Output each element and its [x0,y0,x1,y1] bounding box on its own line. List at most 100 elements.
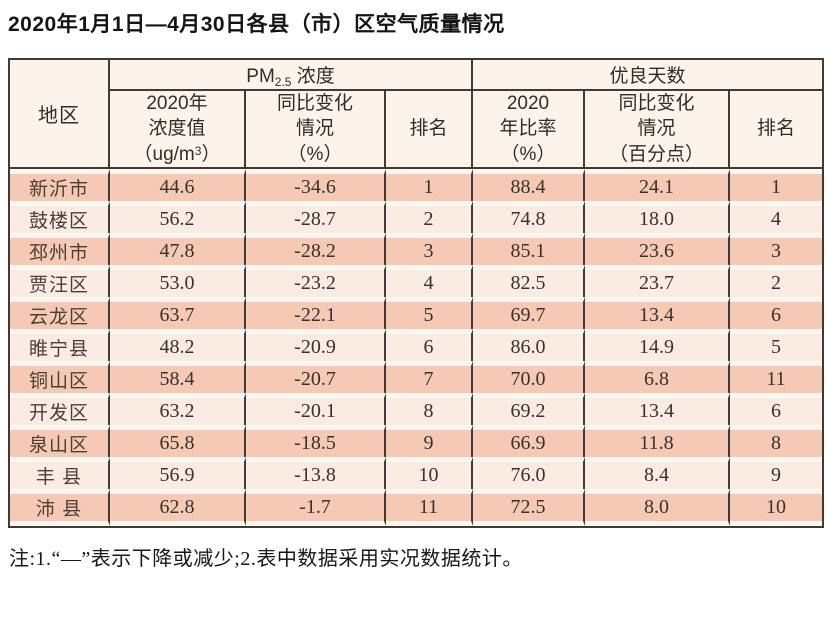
pm-label-subscript: 2.5 [274,74,292,89]
cell-good-days-change: 13.4 [585,297,730,330]
column-group-good-days: 优良天数 [473,60,823,91]
column-header-days-change: 同比变化 情况 （百分点） [585,91,730,170]
column-header-pm-value: 2020年 浓度值 （ug/m3） [110,91,246,170]
table-row: 云龙区 63.7 -22.1 5 69.7 13.4 6 [10,297,823,330]
cell-good-days-ratio: 69.2 [473,393,585,426]
cell-good-days-ratio: 82.5 [473,265,585,298]
cell-good-days-change: 6.8 [585,361,730,394]
cell-pm-change: -28.7 [246,201,386,234]
cell-pm-value: 65.8 [110,425,246,458]
cell-pm-rank: 1 [386,169,473,202]
cell-good-days-ratio: 86.0 [473,329,585,362]
cell-good-days-rank: 6 [730,297,823,330]
cell-good-days-rank: 5 [730,329,823,362]
cell-region: 新沂市 [10,169,110,202]
cell-region: 邳州市 [10,233,110,266]
pm-change-line3: （%） [287,143,343,165]
cell-pm-change: -28.2 [246,233,386,266]
cell-pm-rank: 11 [386,489,473,527]
table-row: 开发区 63.2 -20.1 8 69.2 13.4 6 [10,393,823,426]
cell-pm-change: -34.6 [246,169,386,202]
cell-good-days-rank: 3 [730,233,823,266]
cell-good-days-rank: 6 [730,393,823,426]
group-header-row: 地区 PM2.5 浓度 优良天数 [10,60,823,170]
cell-pm-change: -1.7 [246,489,386,527]
cell-region: 丰 县 [10,457,110,490]
cell-pm-value: 47.8 [110,233,246,266]
cell-pm-value: 62.8 [110,489,246,527]
cell-pm-value: 58.4 [110,361,246,394]
cell-pm-rank: 3 [386,233,473,266]
cell-pm-change: -20.1 [246,393,386,426]
article-page: 2020年1月1日—4月30日各县（市）区空气质量情况 地区 PM2.5 浓度 … [8,13,825,571]
pm-unit-close: ） [201,143,221,165]
cell-pm-value: 48.2 [110,329,246,362]
cell-good-days-change: 11.8 [585,425,730,458]
cell-region: 开发区 [10,393,110,426]
cell-good-days-rank: 9 [730,457,823,490]
cell-pm-change: -13.8 [246,457,386,490]
cell-pm-value: 56.9 [110,457,246,490]
cell-pm-value: 63.2 [110,393,246,426]
cell-region: 贾汪区 [10,265,110,298]
cell-good-days-rank: 8 [730,425,823,458]
cell-region: 沛 县 [10,489,110,527]
page-title: 2020年1月1日—4月30日各县（市）区空气质量情况 [8,13,505,36]
cell-pm-value: 56.2 [110,201,246,234]
table-row: 睢宁县 48.2 -20.9 6 86.0 14.9 5 [10,329,823,362]
table-row: 邳州市 47.8 -28.2 3 85.1 23.6 3 [10,233,823,266]
cell-pm-rank: 5 [386,297,473,330]
table-row: 铜山区 58.4 -20.7 7 70.0 6.8 11 [10,361,823,394]
table-row: 泉山区 65.8 -18.5 9 66.9 11.8 8 [10,425,823,458]
cell-good-days-rank: 10 [730,489,823,527]
cell-good-days-change: 18.0 [585,201,730,234]
column-group-pm25: PM2.5 浓度 [110,60,473,91]
ratio-line3: （%） [500,143,556,165]
pm-label-base: PM [246,65,275,87]
cell-pm-rank: 7 [386,361,473,394]
pm-value-line3: （ug/m3） [110,142,244,167]
table-row: 鼓楼区 56.2 -28.7 2 74.8 18.0 4 [10,201,823,234]
cell-region: 睢宁县 [10,329,110,362]
cell-pm-rank: 6 [386,329,473,362]
table-header: 地区 PM2.5 浓度 优良天数 2020年 浓度值 （ug/m3） 同比变化 … [10,60,823,170]
air-quality-table: 地区 PM2.5 浓度 优良天数 2020年 浓度值 （ug/m3） 同比变化 … [8,58,825,529]
cell-region: 鼓楼区 [10,201,110,234]
cell-pm-value: 53.0 [110,265,246,298]
cell-good-days-change: 23.6 [585,233,730,266]
table-row: 新沂市 44.6 -34.6 1 88.4 24.1 1 [10,169,823,202]
pm-change-line1: 同比变化 [276,93,353,114]
cell-good-days-ratio: 88.4 [473,169,585,202]
table-row: 贾汪区 53.0 -23.2 4 82.5 23.7 2 [10,265,823,298]
cell-good-days-rank: 2 [730,265,823,298]
table-body: 新沂市 44.6 -34.6 1 88.4 24.1 1 鼓楼区 56.2 -2… [10,169,823,527]
days-change-line2: 情况 [637,118,676,140]
cell-good-days-ratio: 66.9 [473,425,585,458]
table-row: 沛 县 62.8 -1.7 11 72.5 8.0 10 [10,489,823,527]
pm-label-rest: 浓度 [291,65,335,87]
cell-good-days-ratio: 76.0 [473,457,585,490]
column-header-pm-change: 同比变化 情况 （%） [246,91,386,170]
ratio-line1: 2020 [506,93,550,114]
cell-pm-change: -20.9 [246,329,386,362]
footnote: 注:1.“—”表示下降或减少;2.表中数据采用实况数据统计。 [9,548,523,571]
cell-good-days-change: 24.1 [585,169,730,202]
pm-value-line2: 浓度值 [148,118,206,140]
cell-good-days-rank: 11 [730,361,823,394]
cell-good-days-rank: 1 [730,169,823,202]
cell-good-days-ratio: 85.1 [473,233,585,266]
cell-region: 泉山区 [10,425,110,458]
pm-unit-open: （ug/m [133,143,195,165]
column-header-pm-rank: 排名 [386,91,473,170]
ratio-line2: 年比率 [499,118,557,140]
cell-good-days-change: 13.4 [585,393,730,426]
cell-pm-change: -23.2 [246,265,386,298]
cell-good-days-change: 8.0 [585,489,730,527]
cell-pm-change: -18.5 [246,425,386,458]
cell-pm-rank: 2 [386,201,473,234]
pm-change-line2: 情况 [295,118,334,140]
column-header-region: 地区 [10,60,110,170]
cell-pm-change: -22.1 [246,297,386,330]
days-change-line3: （百分点） [608,143,704,165]
cell-pm-rank: 10 [386,457,473,490]
